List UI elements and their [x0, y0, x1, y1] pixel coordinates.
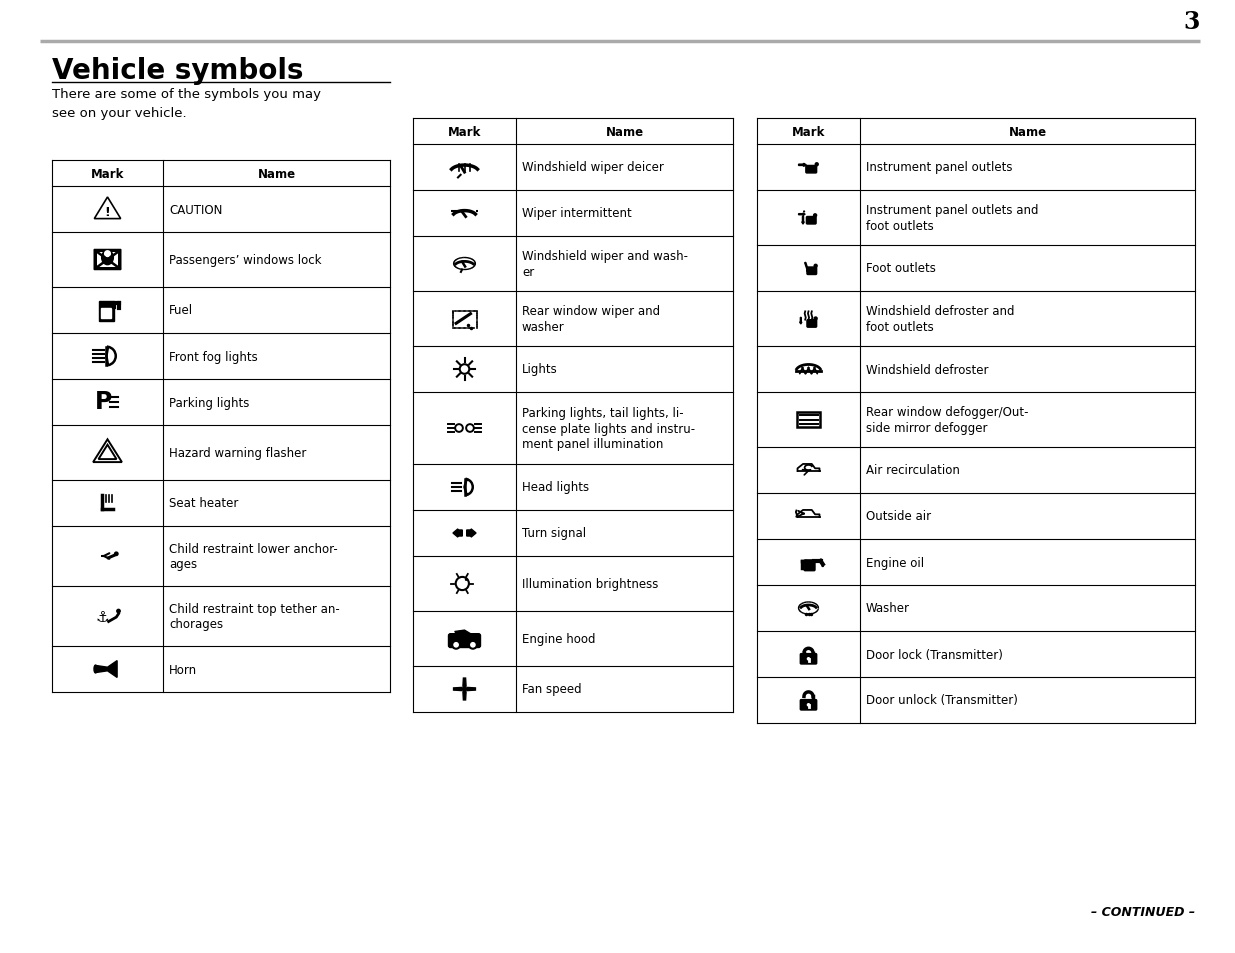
Text: Lights: Lights — [522, 363, 558, 376]
FancyBboxPatch shape — [800, 700, 816, 710]
Text: Child restraint top tether an-
chorages: Child restraint top tether an- chorages — [169, 602, 340, 631]
Circle shape — [463, 688, 466, 691]
Text: Washer: Washer — [866, 602, 910, 615]
Text: Name: Name — [605, 126, 643, 138]
Text: Instrument panel outlets: Instrument panel outlets — [866, 161, 1013, 174]
Circle shape — [114, 552, 119, 557]
Circle shape — [116, 609, 121, 614]
Text: 3: 3 — [1183, 10, 1200, 34]
Text: Name: Name — [257, 168, 295, 180]
FancyBboxPatch shape — [806, 320, 816, 328]
Ellipse shape — [94, 665, 98, 673]
FancyArrow shape — [802, 217, 804, 225]
Circle shape — [813, 213, 818, 218]
Text: Windshield wiper and wash-
er: Windshield wiper and wash- er — [522, 250, 688, 278]
FancyArrow shape — [107, 555, 116, 559]
Text: Door lock (Transmitter): Door lock (Transmitter) — [866, 648, 1003, 660]
Text: CAUTION: CAUTION — [169, 203, 222, 216]
FancyBboxPatch shape — [800, 654, 816, 664]
FancyArrow shape — [799, 213, 805, 216]
Circle shape — [814, 264, 818, 269]
Text: Rear window wiper and
washer: Rear window wiper and washer — [522, 305, 661, 334]
FancyArrow shape — [453, 529, 462, 537]
Circle shape — [803, 212, 805, 213]
Text: Mark: Mark — [448, 126, 482, 138]
Text: Mark: Mark — [91, 168, 125, 180]
FancyBboxPatch shape — [804, 560, 815, 571]
Polygon shape — [463, 689, 466, 700]
Text: Illumination brightness: Illumination brightness — [522, 578, 658, 590]
Ellipse shape — [101, 251, 114, 265]
Text: Engine hood: Engine hood — [522, 633, 595, 645]
FancyBboxPatch shape — [94, 250, 121, 271]
FancyBboxPatch shape — [806, 166, 816, 173]
Text: Fan speed: Fan speed — [522, 682, 582, 696]
Text: P: P — [95, 390, 112, 414]
Text: Mark: Mark — [792, 126, 825, 138]
Circle shape — [806, 703, 810, 707]
FancyBboxPatch shape — [806, 217, 816, 225]
Text: Rear window defogger/Out-
side mirror defogger: Rear window defogger/Out- side mirror de… — [866, 406, 1029, 435]
Text: ⚓: ⚓ — [95, 609, 109, 624]
Circle shape — [806, 658, 810, 661]
Text: Child restraint lower anchor-
ages: Child restraint lower anchor- ages — [169, 542, 337, 571]
Text: Foot outlets: Foot outlets — [866, 262, 936, 275]
Polygon shape — [464, 688, 475, 691]
Text: Front fog lights: Front fog lights — [169, 350, 258, 363]
FancyArrow shape — [805, 263, 809, 274]
Text: Horn: Horn — [169, 662, 198, 676]
Text: Door unlock (Transmitter): Door unlock (Transmitter) — [866, 694, 1018, 707]
Circle shape — [815, 163, 819, 168]
Text: Outside air: Outside air — [866, 510, 931, 523]
FancyBboxPatch shape — [448, 634, 480, 648]
Polygon shape — [463, 679, 466, 689]
FancyArrow shape — [800, 318, 802, 325]
Text: Turn signal: Turn signal — [522, 527, 587, 540]
Text: Fuel: Fuel — [169, 304, 193, 317]
FancyArrow shape — [467, 529, 475, 537]
Text: – CONTINUED –: – CONTINUED – — [1091, 905, 1195, 918]
Circle shape — [814, 317, 818, 321]
Text: !: ! — [105, 205, 110, 218]
Text: Windshield defroster and
foot outlets: Windshield defroster and foot outlets — [866, 305, 1014, 334]
Text: Name: Name — [1009, 126, 1046, 138]
Text: Instrument panel outlets and
foot outlets: Instrument panel outlets and foot outlet… — [866, 204, 1039, 233]
Text: Engine oil: Engine oil — [866, 556, 924, 569]
Text: Windshield wiper deicer: Windshield wiper deicer — [522, 161, 664, 174]
FancyBboxPatch shape — [806, 268, 816, 275]
Polygon shape — [95, 661, 117, 678]
Text: Windshield defroster: Windshield defroster — [866, 363, 988, 376]
FancyArrow shape — [799, 164, 806, 167]
Circle shape — [105, 252, 110, 257]
Circle shape — [821, 565, 824, 568]
Circle shape — [469, 641, 477, 649]
Text: Head lights: Head lights — [522, 481, 589, 494]
Polygon shape — [453, 688, 464, 691]
Text: Seat heater: Seat heater — [169, 497, 238, 510]
Text: Vehicle symbols: Vehicle symbols — [52, 57, 304, 85]
Circle shape — [452, 641, 459, 649]
FancyBboxPatch shape — [98, 253, 119, 268]
Text: Wiper intermittent: Wiper intermittent — [522, 208, 632, 220]
Text: Air recirculation: Air recirculation — [866, 464, 960, 477]
Text: There are some of the symbols you may
see on your vehicle.: There are some of the symbols you may se… — [52, 88, 321, 120]
Text: Passengers’ windows lock: Passengers’ windows lock — [169, 253, 321, 267]
FancyBboxPatch shape — [99, 302, 114, 322]
FancyBboxPatch shape — [101, 309, 111, 318]
Text: Hazard warning flasher: Hazard warning flasher — [169, 447, 306, 459]
Text: Parking lights: Parking lights — [169, 396, 249, 409]
Circle shape — [464, 578, 468, 581]
Polygon shape — [454, 631, 473, 636]
Text: Parking lights, tail lights, li-
cense plate lights and instru-
ment panel illum: Parking lights, tail lights, li- cense p… — [522, 407, 695, 451]
